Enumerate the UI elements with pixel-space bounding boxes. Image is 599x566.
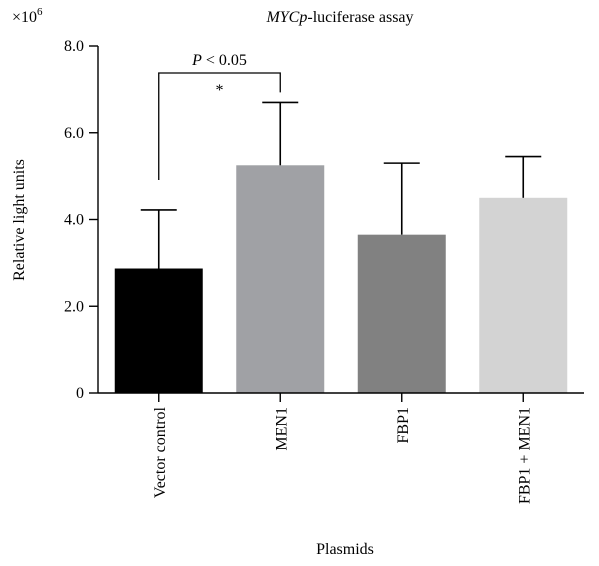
- y-tick-label-2: 4.0: [64, 212, 84, 229]
- bar-1: [236, 165, 325, 393]
- chart-title-italic: MYCp: [265, 9, 307, 26]
- y-axis-multiplier: ×106: [12, 6, 43, 26]
- svg-text:×106: ×106: [12, 6, 43, 26]
- bar-0: [114, 268, 203, 393]
- x-tick-label-0: Vector control: [152, 406, 169, 498]
- y-tick-label-3: 6.0: [64, 125, 84, 142]
- bar-2: [357, 234, 446, 393]
- significance-bracket: [158, 72, 281, 180]
- chart-title-rest: -luciferase assay: [307, 9, 413, 26]
- significance-star: *: [216, 82, 224, 99]
- x-tick-label-1: MEN1: [273, 407, 290, 451]
- y-tick-label-0: 0: [76, 385, 84, 402]
- y-tick-label-1: 2.0: [64, 298, 84, 315]
- x-tick-label-3: FBP1 + MEN1: [516, 407, 533, 504]
- y-tick-label-4: 8.0: [64, 38, 84, 55]
- significance-annotation: P < 0.05 *: [158, 52, 281, 180]
- x-axis-label: Plasmids: [316, 541, 374, 558]
- bar-3: [479, 197, 568, 393]
- x-ticks-group: Vector control MEN1 FBP1 FBP1 + MEN1: [152, 393, 533, 504]
- bars-group: [114, 165, 568, 393]
- chart-title: MYCp-luciferase assay: [265, 9, 413, 26]
- y-multiplier-base: ×10: [12, 9, 37, 26]
- error-bars-group: [140, 101, 542, 269]
- significance-p-value: P < 0.05: [191, 52, 247, 69]
- x-tick-label-2: FBP1: [395, 407, 412, 443]
- y-multiplier-exponent: 6: [37, 6, 43, 18]
- y-axis-label: Relative light units: [11, 159, 28, 281]
- y-ticks-group: 0 2.0 4.0 6.0 8.0: [64, 38, 98, 402]
- svg-text:MYCp-luciferase assay: MYCp-luciferase assay: [265, 9, 413, 26]
